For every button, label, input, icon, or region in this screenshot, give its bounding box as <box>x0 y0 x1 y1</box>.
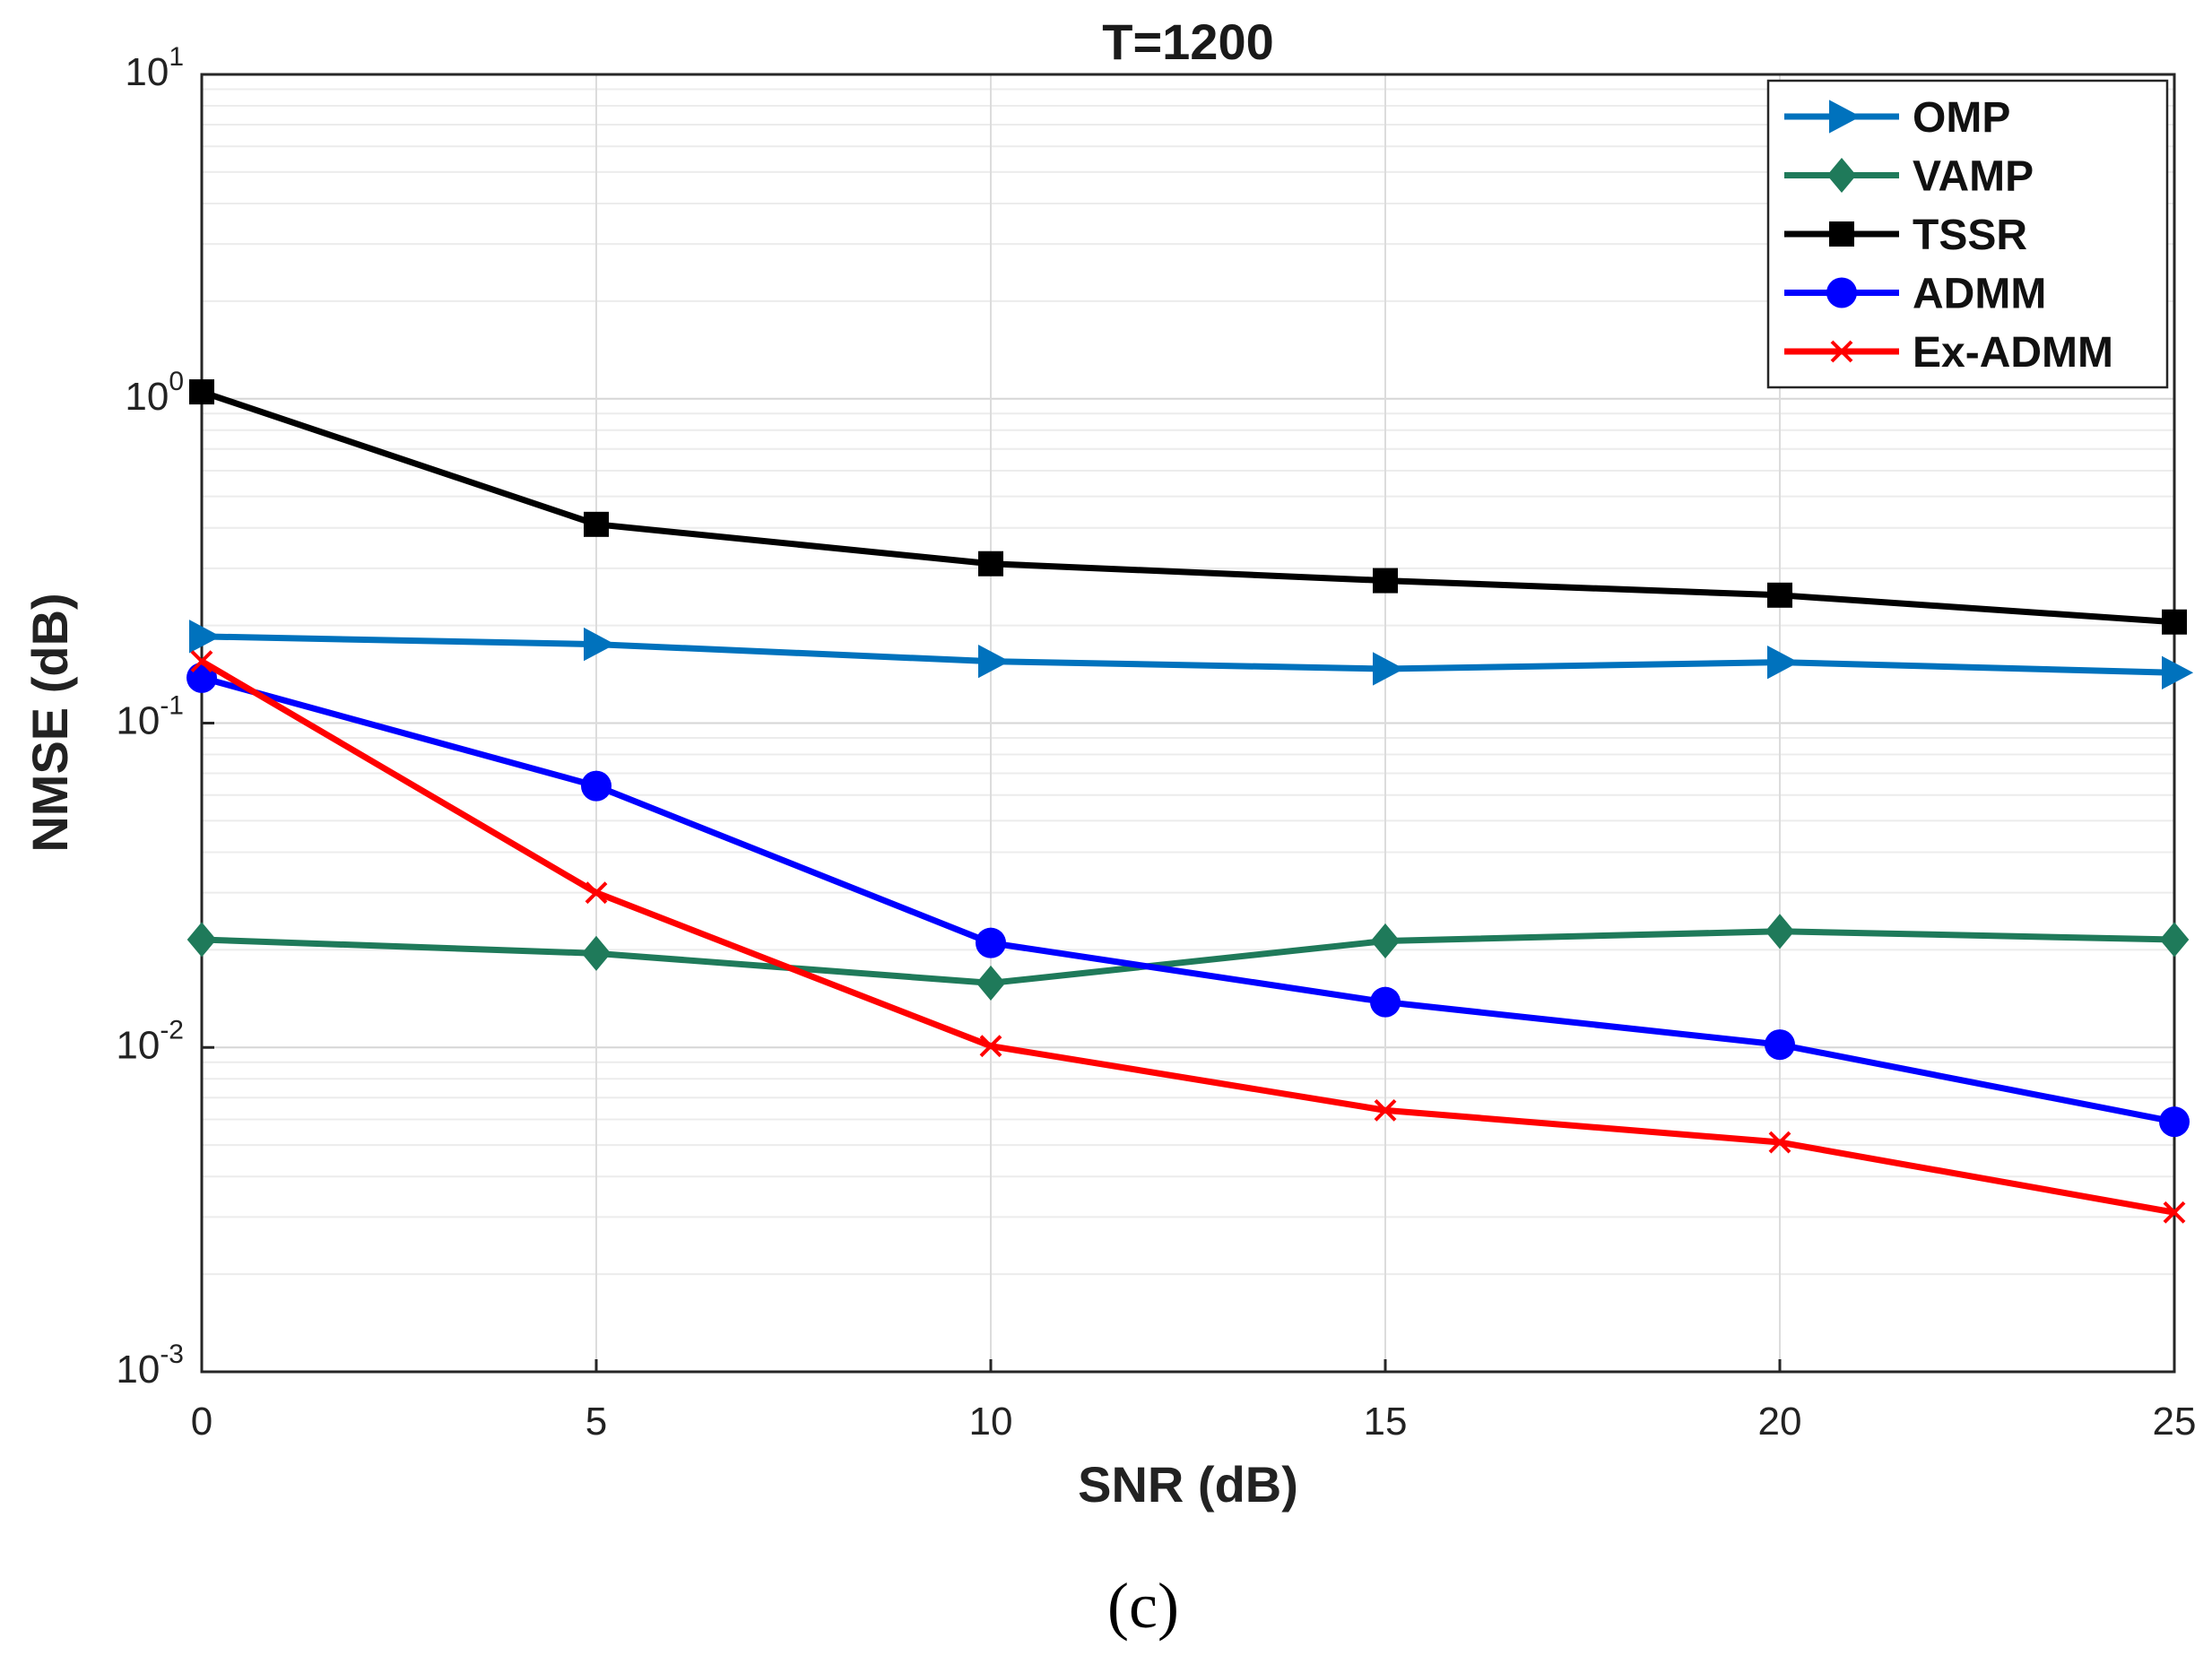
series-line-tssr <box>200 388 2175 626</box>
x-tick-label: 25 <box>2153 1400 2197 1444</box>
legend-marker-tssr <box>1829 221 1854 247</box>
y-tick-label: 10-2 <box>116 1015 184 1067</box>
series-line-admm <box>201 674 2175 1125</box>
legend-entry-vamp: VAMP <box>1784 153 2034 201</box>
data-point-ex-admm <box>1768 1131 1791 1154</box>
data-point-vamp <box>1370 923 1401 959</box>
y-tick-label: 100 <box>125 367 184 419</box>
legend-entry-tssr: TSSR <box>1784 212 2027 259</box>
x-tick-label: 0 <box>191 1400 213 1444</box>
data-point-ex-admm <box>190 650 213 673</box>
x-tick-label: 5 <box>586 1400 607 1444</box>
data-point-tssr <box>1767 582 1792 608</box>
data-point-omp <box>978 644 1011 679</box>
x-marker-stroke <box>979 1035 1002 1058</box>
series-ex-admm <box>190 650 2186 1224</box>
x-marker-stroke <box>190 650 213 673</box>
data-point-ex-admm <box>2163 1201 2186 1224</box>
legend-label-ex-admm: Ex-ADMM <box>1913 329 2113 377</box>
series-tssr <box>189 379 2187 635</box>
series-line-ex-admm <box>200 658 2175 1216</box>
data-point-ex-admm <box>585 881 608 905</box>
y-tick-label: 10-1 <box>116 691 184 743</box>
y-axis-label: NMSE (dB) <box>22 593 78 852</box>
legend-marker-admm <box>1826 277 1857 308</box>
legend-entry-omp: OMP <box>1784 94 2010 142</box>
data-point-admm <box>1765 1029 1795 1061</box>
x-tick-label: 20 <box>1758 1400 1802 1444</box>
data-point-admm <box>2159 1106 2190 1138</box>
legend-marker-ex-admm <box>1830 340 1853 363</box>
x-ticks: 0 5 10 15 20 25 <box>191 1359 2197 1444</box>
data-point-omp <box>584 627 616 662</box>
legend-label-tssr: TSSR <box>1913 212 2027 259</box>
series-omp <box>189 620 2194 689</box>
data-point-admm <box>581 770 612 802</box>
legend-entry-admm: ADMM <box>1784 271 2046 318</box>
data-point-omp <box>1767 646 1800 680</box>
y-tick-label: 10-3 <box>116 1340 184 1392</box>
y-ticks: 101 100 10-1 10-2 10-3 <box>116 42 214 1392</box>
data-point-tssr <box>2162 609 2187 635</box>
series-line-omp <box>201 633 2175 676</box>
data-point-tssr <box>1373 568 1398 594</box>
y-tick-label: 101 <box>125 42 184 94</box>
data-point-vamp <box>976 965 1006 1001</box>
x-axis-label: SNR (dB) <box>1078 1456 1298 1513</box>
x-tick-label: 15 <box>1364 1400 1408 1444</box>
data-point-ex-admm <box>1374 1098 1397 1122</box>
legend-label-admm: ADMM <box>1913 271 2046 318</box>
data-point-vamp <box>187 922 217 958</box>
x-marker-stroke <box>1768 1131 1791 1154</box>
legend: OMP VAMP TSSR ADMM Ex-ADMM <box>1766 79 2169 389</box>
legend-marker-vamp <box>1826 157 1857 194</box>
data-point-admm <box>1370 986 1401 1018</box>
chart-title: T=1200 <box>1102 13 1274 70</box>
series-vamp <box>187 914 2190 1001</box>
data-point-vamp <box>2159 922 2190 958</box>
data-point-vamp <box>581 935 612 971</box>
data-point-omp <box>1373 652 1405 686</box>
x-marker-stroke <box>2163 1201 2186 1224</box>
x-marker-stroke <box>1830 340 1853 363</box>
x-marker-stroke <box>585 881 608 905</box>
legend-marker-omp <box>1829 100 1861 134</box>
series-line-vamp <box>201 928 2175 986</box>
legend-entry-ex-admm: Ex-ADMM <box>1784 329 2113 377</box>
data-point-tssr <box>189 379 214 405</box>
data-point-omp <box>189 620 221 654</box>
data-point-tssr <box>978 551 1003 577</box>
figure-caption: (c) <box>1107 1570 1179 1642</box>
data-point-vamp <box>1765 914 1795 949</box>
legend-label-vamp: VAMP <box>1913 153 2034 201</box>
data-point-tssr <box>584 511 609 537</box>
x-marker-stroke <box>1374 1098 1397 1122</box>
legend-label-omp: OMP <box>1913 94 2010 142</box>
data-point-omp <box>2162 655 2194 689</box>
data-point-ex-admm <box>979 1035 1002 1058</box>
series-layer <box>187 379 2194 1224</box>
x-tick-label: 10 <box>969 1400 1013 1444</box>
data-point-admm <box>976 927 1006 958</box>
